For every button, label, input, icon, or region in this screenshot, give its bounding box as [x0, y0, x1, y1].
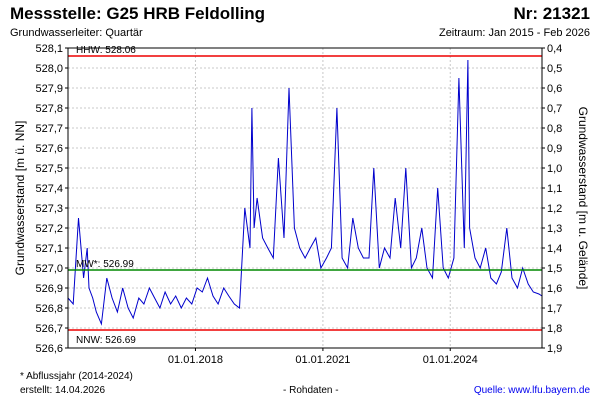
y2-tick-label: 0,6: [547, 83, 562, 95]
y2-tick-label: 0,8: [547, 123, 562, 135]
axis-ticks: 526,6 1,9 526,7 1,8 526,8 1,7 526,9 1,6 527,0 1,5…: [35, 43, 562, 366]
station-number: Nr: 21321: [513, 4, 590, 23]
y-tick-label: 527,2: [35, 223, 63, 235]
y2-tick-label: 1,0: [547, 163, 562, 175]
reference-lines: HHW: 528.06 MW*: 526.99 NNW: 526.69: [68, 45, 542, 346]
ref-label-hhw: HHW: 528.06: [76, 45, 136, 56]
grid-layer: [68, 48, 542, 348]
y-tick-label: 527,9: [35, 83, 63, 95]
y-tick-label: 528,1: [35, 43, 63, 55]
ref-label-nnw: NNW: 526.69: [76, 335, 136, 346]
x-tick-label: 01.01.2018: [168, 354, 223, 366]
groundwater-series-line: [67, 59, 543, 326]
y-tick-label: 526,8: [35, 303, 63, 315]
created-date: erstellt: 14.04.2026: [20, 385, 106, 396]
y-tick-label: 526,6: [35, 343, 63, 355]
y2-tick-label: 0,9: [547, 143, 562, 155]
y-tick-label: 527,6: [35, 143, 63, 155]
y2-tick-label: 1,5: [547, 263, 562, 275]
source-link[interactable]: Quelle: www.lfu.bayern.de: [473, 385, 590, 396]
y-tick-label: 527,5: [35, 163, 63, 175]
raw-data-label: - Rohdaten -: [283, 385, 339, 396]
y-tick-label: 527,1: [35, 243, 63, 255]
station-title: Messstelle: G25 HRB Feldolling: [10, 4, 266, 23]
y2-tick-label: 1,4: [547, 243, 562, 255]
y2-tick-label: 1,2: [547, 203, 562, 215]
y2-tick-label: 1,6: [547, 283, 562, 295]
footnote-abflussjahr: * Abflussjahr (2014-2024): [20, 371, 133, 382]
aquifer-label: Grundwasserleiter: Quartär: [10, 27, 143, 39]
y2-axis-label: Grundwasserstand [m u. Gelände]: [576, 107, 590, 290]
y2-tick-label: 0,5: [547, 63, 562, 75]
x-tick-label: 01.01.2021: [295, 354, 350, 366]
y2-tick-label: 1,9: [547, 343, 562, 355]
y-tick-label: 528,0: [35, 63, 63, 75]
y2-tick-label: 1,8: [547, 323, 562, 335]
y2-tick-label: 1,3: [547, 223, 562, 235]
y-tick-label: 527,3: [35, 203, 63, 215]
y-tick-label: 527,8: [35, 103, 63, 115]
period-label: Zeitraum: Jan 2015 - Feb 2026: [438, 27, 590, 39]
y2-tick-label: 0,7: [547, 103, 562, 115]
y-axis-label: Grundwasserstand [m ü. NN]: [13, 121, 27, 276]
plot-frame: [67, 47, 543, 349]
y2-tick-label: 0,4: [547, 43, 562, 55]
y-tick-label: 527,7: [35, 123, 63, 135]
series-layer: [67, 59, 543, 326]
y2-tick-label: 1,7: [547, 303, 562, 315]
x-tick-label: 01.01.2024: [423, 354, 478, 366]
y-tick-label: 526,9: [35, 283, 63, 295]
y2-tick-label: 1,1: [547, 183, 562, 195]
y-tick-label: 527,0: [35, 263, 63, 275]
y-tick-label: 526,7: [35, 323, 63, 335]
ref-label-mw: MW*: 526.99: [76, 259, 134, 270]
y-tick-label: 527,4: [35, 183, 63, 195]
